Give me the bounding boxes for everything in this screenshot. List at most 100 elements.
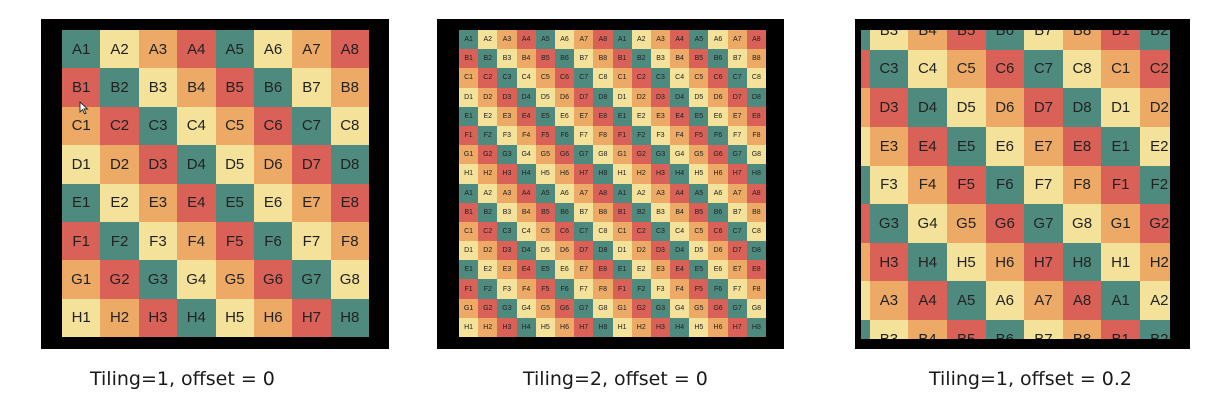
tile-cell: A2 [1140, 281, 1170, 320]
tile-cell: H8 [746, 317, 766, 337]
tile-cell: G6 [708, 145, 728, 165]
tile-cell: D7 [574, 241, 594, 261]
tile-cell: F5 [535, 279, 555, 299]
tile-cell: D8 [593, 241, 613, 261]
tile-cell: C2 [100, 106, 139, 146]
tile-cell: G8 [330, 260, 369, 299]
tile-cell: C4 [516, 68, 536, 88]
tile-cell: E1 [459, 260, 479, 280]
tile-cell: E7 [1024, 126, 1063, 166]
tile-cell: B6 [708, 202, 728, 222]
tile-cell: H2 [1140, 242, 1170, 282]
tile-cell: F1 [459, 279, 479, 299]
tile-cell: H8 [1062, 242, 1102, 282]
tile-cell: A7 [574, 183, 594, 203]
tile-cell: G3 [869, 204, 909, 243]
tile-cell: B4 [670, 49, 690, 69]
tile-cell: B5 [946, 320, 986, 339]
tile-cell: E4 [908, 126, 947, 166]
tile-cell: C6 [985, 49, 1025, 89]
tile-cell: D5 [535, 241, 555, 261]
tile-cell: B8 [593, 202, 613, 222]
tile-cell: H3 [497, 317, 517, 337]
tile-cell: A4 [177, 30, 216, 69]
tile-cell: G7 [574, 145, 594, 165]
tile-cell: E2 [478, 260, 498, 280]
tile-cell: F6 [253, 221, 293, 261]
tile-cell: A6 [708, 183, 728, 203]
tile-cell: C4 [516, 221, 536, 242]
tile-cell: B8 [746, 49, 766, 69]
tile-cell: D6 [708, 241, 728, 261]
tile-cell: C6 [554, 68, 575, 88]
caption-panel-2: Tiling=2, offset = 0 [523, 368, 708, 390]
tile-cell: C8 [1062, 49, 1102, 89]
tile-cell: G1 [612, 298, 632, 318]
tile-cell: G6 [554, 298, 575, 318]
tile-cell: D2 [478, 87, 498, 107]
tile-cell: A2 [100, 30, 139, 69]
tile-cell: C6 [253, 106, 293, 146]
tile-cell: D8 [593, 87, 613, 107]
mouse-pointer-icon [79, 101, 89, 115]
tile-cell: H6 [708, 317, 728, 337]
tile-cell: D1 [1101, 88, 1140, 127]
tile-cell: B4 [177, 68, 216, 107]
tile-cell: H7 [727, 164, 747, 184]
tile-cell: C5 [689, 221, 709, 242]
tile-cell: C3 [650, 68, 671, 88]
tile-cell: D6 [554, 241, 575, 261]
tile-cell: B4 [908, 320, 947, 339]
tile-cell: H4 [670, 317, 690, 337]
tile-cell: C2 [861, 49, 870, 89]
tile-cell: A5 [215, 30, 254, 69]
tile-cell: G1 [459, 145, 479, 165]
tile-cell: E3 [650, 106, 671, 126]
tile-cell: B2 [478, 49, 498, 69]
tile-cell: A3 [650, 30, 671, 50]
tile-cell: D4 [670, 241, 690, 261]
tile-cell: H6 [253, 298, 293, 337]
tile-cell: H8 [593, 164, 613, 184]
tile-cell: E4 [516, 106, 536, 126]
tile-cell: E5 [535, 260, 555, 280]
tile-cell: A5 [535, 183, 555, 203]
tile-cell: H2 [631, 164, 651, 184]
tile-cell: F4 [177, 221, 216, 261]
tile-cell: E3 [497, 106, 517, 126]
tile-cell: D3 [497, 241, 517, 261]
tile-cell: D8 [746, 241, 766, 261]
tile-cell: E2 [100, 183, 139, 222]
tile-cell: G1 [612, 145, 632, 165]
tile-cell: A1 [62, 30, 101, 69]
tile-cell: D6 [985, 88, 1025, 127]
tile-cell: F5 [689, 279, 709, 299]
tile-cell: G2 [631, 145, 651, 165]
tile-cell: A8 [746, 183, 766, 203]
tile-cell: H8 [330, 298, 369, 337]
tile-cell: F3 [869, 165, 909, 205]
tile-cell: G7 [727, 298, 747, 318]
tile-cell: H6 [708, 164, 728, 184]
tile-cell: E4 [670, 260, 690, 280]
tile-cell: C7 [574, 221, 594, 242]
tile-cell: D7 [574, 87, 594, 107]
tile-cell: A2 [861, 281, 870, 320]
tile-cell: D7 [727, 87, 747, 107]
tile-cell: G2 [861, 204, 870, 243]
tile-cell: B5 [215, 68, 254, 107]
tile-cell: G2 [631, 298, 651, 318]
tile-cell: H5 [689, 317, 709, 337]
tile-cell: F8 [1062, 165, 1102, 205]
tile-cell: E3 [138, 183, 178, 222]
tile-cell: E5 [535, 106, 555, 126]
tile-cell: B6 [985, 320, 1025, 339]
tile-cell: B7 [727, 49, 747, 69]
tile-cell: C1 [62, 106, 101, 146]
tile-cell: D1 [612, 87, 632, 107]
tile-cell: B3 [138, 68, 178, 107]
tile-cell: D1 [612, 241, 632, 261]
tile-cell: A3 [869, 281, 909, 320]
texture-viewport: B2B3B4B5B6B7B8B1B2C2C3C4C5C6C7C8C1C2D2D3… [861, 30, 1170, 339]
tile-cell: H3 [138, 298, 178, 337]
